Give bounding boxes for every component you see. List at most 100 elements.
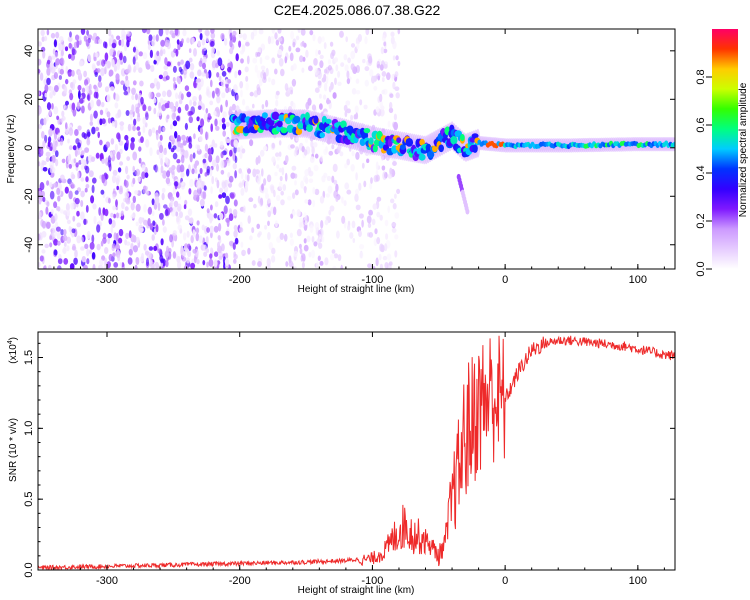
noise-blob [68,190,73,200]
noise-blob [394,250,398,258]
noise-blob [66,209,71,217]
noise-blob [276,194,281,202]
noise-blob [210,247,213,253]
noise-blob [218,75,222,82]
noise-blob [85,176,89,183]
noise-blob [318,50,321,55]
noise-blob [303,149,308,156]
noise-blob [198,29,203,33]
noise-blob [53,39,58,48]
noise-blob [193,48,197,57]
noise-blob [350,114,354,121]
noise-blob [277,29,282,34]
noise-blob [344,163,348,169]
noise-blob [40,148,44,157]
noise-blob [394,193,397,199]
noise-blob [394,212,400,219]
noise-blob [95,52,99,59]
noise-blob [266,257,271,267]
noise-blob [128,248,133,256]
noise-blob [47,140,51,148]
noise-blob [95,152,100,159]
noise-blob [70,53,76,61]
noise-blob [355,112,359,120]
noise-blob [182,69,188,76]
noise-blob [250,31,255,40]
noise-blob [46,77,51,86]
noise-blob [145,63,151,70]
noise-blob [346,108,351,114]
noise-blob [382,255,388,261]
noise-blob [173,200,179,208]
noise-blob [98,264,103,269]
noise-blob [225,86,230,94]
noise-blob [299,248,303,255]
noise-blob [239,221,243,228]
noise-blob [242,250,247,255]
snr-ytick-label: 0.5 [23,492,35,507]
noise-blob [55,158,59,167]
noise-blob [383,63,388,69]
noise-blob [114,93,120,102]
noise-blob [245,75,249,82]
noise-blob [202,56,207,64]
noise-blob [290,213,294,219]
noise-blob [162,127,166,132]
noise-blob [77,70,81,77]
noise-blob [257,155,261,164]
noise-blob [155,224,159,233]
noise-blob [108,218,113,225]
noise-blob [294,189,299,196]
noise-blob [44,84,49,93]
noise-blob [233,84,238,93]
noise-blob [233,224,238,231]
noise-blob [132,46,137,53]
noise-blob [100,101,105,108]
noise-blob [207,91,212,98]
noise-blob [155,131,159,141]
noise-blob [117,167,122,173]
noise-blob [132,125,136,132]
noise-blob [151,234,155,241]
noise-blob [182,29,187,37]
noise-blob [91,126,96,135]
noise-blob [93,84,97,90]
noise-blob [210,186,213,195]
noise-blob [219,212,224,220]
noise-blob [148,91,153,100]
noise-blob [57,195,61,202]
noise-blob [142,125,146,134]
noise-blob [131,87,136,96]
noise-blob [197,105,202,110]
noise-blob [247,215,251,224]
noise-blob [111,243,116,249]
noise-blob [331,249,336,254]
noise-blob [172,65,177,73]
noise-blob [278,58,284,67]
noise-blob [69,92,74,101]
noise-blob [225,230,230,236]
noise-blob [134,264,138,269]
noise-blob [152,220,156,226]
noise-blob [278,151,282,157]
noise-blob [217,241,220,249]
noise-blob [125,139,129,148]
noise-blob [261,168,264,177]
noise-blob [319,60,324,69]
noise-blob [245,82,249,91]
noise-blob [246,174,250,182]
noise-blob [240,89,243,98]
noise-blob [40,219,44,227]
noise-blob [59,209,64,214]
spectrogram-ytick-label: -40 [23,237,35,253]
noise-blob [115,73,120,81]
noise-blob [256,52,261,57]
noise-blob [204,29,210,36]
noise-blob [249,235,253,241]
noise-blob [171,164,176,171]
noise-blob [103,41,107,48]
noise-blob [80,158,85,165]
noise-blob [210,32,216,39]
noise-blob [294,266,297,269]
